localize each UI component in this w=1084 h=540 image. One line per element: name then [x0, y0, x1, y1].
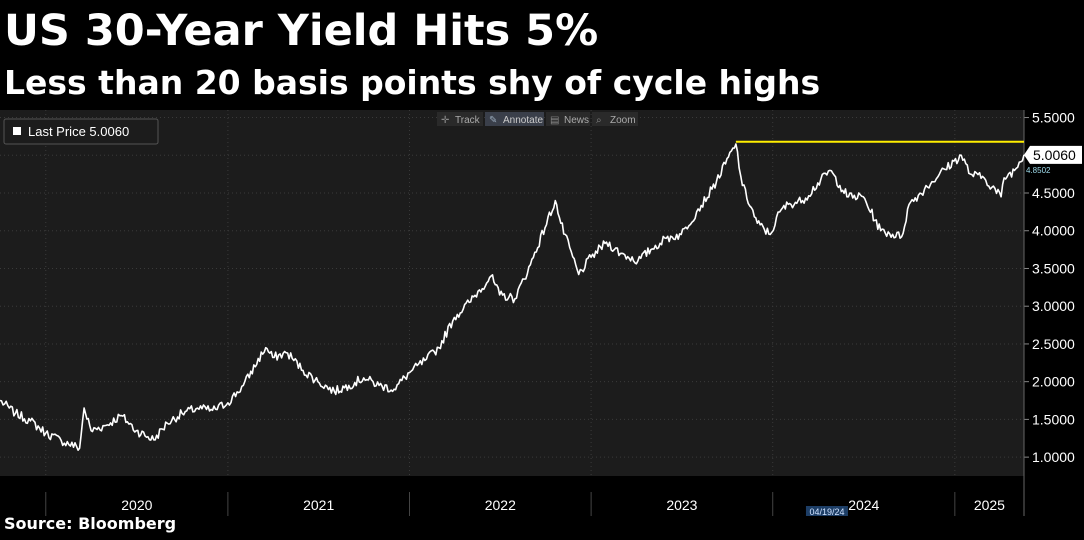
legend: Last Price 5.0060 — [3, 118, 159, 145]
page-subtitle: Less than 20 basis points shy of cycle h… — [4, 63, 821, 102]
last-price-tag — [1024, 145, 1082, 164]
toolbar-annotate-label: Annotate — [503, 115, 543, 126]
news-icon: ▤ — [550, 115, 559, 126]
y-tick-label: 2.5000 — [1032, 336, 1075, 352]
toolbar-zoom-button[interactable]: ⌕ Zoom — [592, 112, 638, 126]
yield-series-line — [0, 143, 1025, 451]
x-tick-label: 2020 — [121, 497, 152, 513]
x-tick-label: 2024 — [848, 497, 879, 513]
toolbar-news-label: News — [564, 115, 589, 126]
y-tick-label: 5.5000 — [1032, 110, 1075, 126]
last-price-label: 5.0060 — [1033, 147, 1076, 163]
y-tick-label: 1.0000 — [1032, 449, 1075, 465]
toolbar-zoom-label: Zoom — [610, 115, 636, 126]
legend-label: Last Price 5.0060 — [28, 124, 129, 139]
date-marker-box — [805, 506, 848, 517]
y-tick-label: 3.0000 — [1032, 298, 1075, 314]
crosshair-icon: ✛ — [441, 115, 449, 126]
y-tick-label: 3.5000 — [1032, 260, 1075, 276]
x-tick-label: 2025 — [974, 497, 1005, 513]
yield-chart: 5.50005.00004.50004.00003.50003.00002.50… — [0, 110, 1082, 517]
date-marker-label: 04/19/24 — [809, 507, 844, 516]
secondary-price-label: 4.8502 — [1026, 166, 1051, 175]
toolbar-track-button[interactable]: ✛ Track — [437, 112, 483, 126]
page-title: US 30-Year Yield Hits 5% — [4, 6, 599, 56]
legend-swatch — [13, 127, 21, 135]
toolbar-annotate-button[interactable]: ✎ Annotate — [485, 112, 544, 126]
y-tick-label: 2.0000 — [1032, 374, 1075, 390]
magnifier-icon: ⌕ — [596, 115, 602, 126]
chart-panel: 5.50005.00004.50004.00003.50003.00002.50… — [0, 110, 1084, 517]
pencil-icon: ✎ — [489, 115, 497, 126]
x-tick-label: 2022 — [485, 497, 516, 513]
x-tick-label: 2021 — [303, 497, 334, 513]
y-tick-label: 1.5000 — [1032, 411, 1075, 427]
toolbar-news-button[interactable]: ▤ News — [546, 112, 590, 126]
plot-area — [0, 110, 1024, 476]
source-note: Source: Bloomberg — [4, 514, 177, 533]
y-tick-label: 4.5000 — [1032, 185, 1075, 201]
y-tick-label: 4.0000 — [1032, 223, 1075, 239]
x-tick-label: 2023 — [666, 497, 697, 513]
chart-toolbar: ✛ Track ✎ Annotate ▤ News ⌕ Zoom — [437, 112, 638, 126]
toolbar-track-label: Track — [455, 115, 481, 126]
